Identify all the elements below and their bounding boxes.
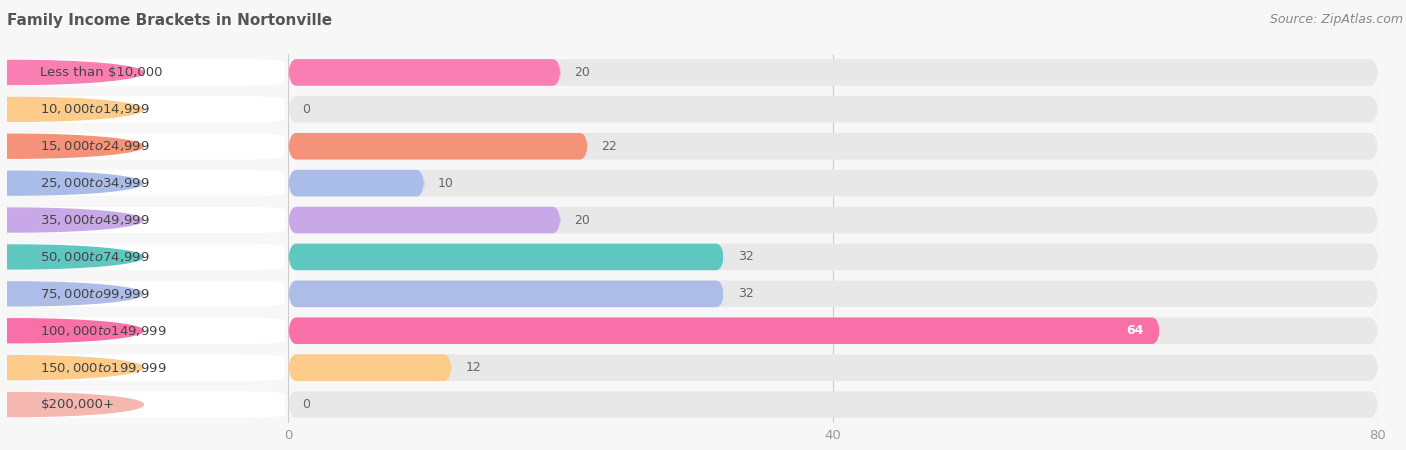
FancyBboxPatch shape: [288, 170, 425, 197]
Text: $15,000 to $24,999: $15,000 to $24,999: [41, 139, 150, 153]
Text: 10: 10: [439, 177, 454, 189]
FancyBboxPatch shape: [7, 96, 285, 123]
FancyBboxPatch shape: [288, 243, 1378, 270]
FancyBboxPatch shape: [288, 59, 561, 86]
Text: $100,000 to $149,999: $100,000 to $149,999: [41, 324, 167, 338]
FancyBboxPatch shape: [288, 280, 1378, 307]
Text: 0: 0: [302, 103, 309, 116]
Text: $50,000 to $74,999: $50,000 to $74,999: [41, 250, 150, 264]
FancyBboxPatch shape: [7, 354, 285, 381]
Text: $200,000+: $200,000+: [41, 398, 114, 411]
FancyBboxPatch shape: [288, 280, 724, 307]
FancyBboxPatch shape: [7, 207, 285, 234]
FancyBboxPatch shape: [288, 207, 561, 234]
FancyBboxPatch shape: [7, 133, 285, 160]
FancyBboxPatch shape: [288, 354, 451, 381]
Text: 32: 32: [738, 251, 754, 263]
Circle shape: [0, 208, 143, 232]
Text: Family Income Brackets in Nortonville: Family Income Brackets in Nortonville: [7, 14, 332, 28]
FancyBboxPatch shape: [7, 243, 285, 270]
FancyBboxPatch shape: [7, 391, 285, 418]
Text: 0: 0: [302, 398, 309, 411]
FancyBboxPatch shape: [288, 96, 1378, 123]
Circle shape: [0, 392, 143, 417]
FancyBboxPatch shape: [288, 133, 588, 160]
FancyBboxPatch shape: [288, 207, 1378, 234]
Text: 32: 32: [738, 288, 754, 300]
FancyBboxPatch shape: [288, 170, 1378, 197]
Text: 20: 20: [574, 214, 591, 226]
FancyBboxPatch shape: [288, 317, 1378, 344]
FancyBboxPatch shape: [288, 133, 1378, 160]
Circle shape: [0, 134, 143, 158]
Text: $25,000 to $34,999: $25,000 to $34,999: [41, 176, 150, 190]
Circle shape: [0, 171, 143, 195]
Text: 22: 22: [602, 140, 617, 153]
Circle shape: [0, 319, 143, 343]
Circle shape: [0, 60, 143, 85]
FancyBboxPatch shape: [7, 317, 285, 344]
Circle shape: [0, 97, 143, 122]
FancyBboxPatch shape: [288, 317, 1160, 344]
Text: Less than $10,000: Less than $10,000: [41, 66, 163, 79]
FancyBboxPatch shape: [7, 59, 285, 86]
FancyBboxPatch shape: [288, 59, 1378, 86]
Text: $75,000 to $99,999: $75,000 to $99,999: [41, 287, 150, 301]
Text: 12: 12: [465, 361, 481, 374]
FancyBboxPatch shape: [288, 243, 724, 270]
Text: $35,000 to $49,999: $35,000 to $49,999: [41, 213, 150, 227]
Text: 64: 64: [1126, 324, 1143, 337]
Circle shape: [0, 245, 143, 269]
FancyBboxPatch shape: [7, 170, 285, 197]
Text: $10,000 to $14,999: $10,000 to $14,999: [41, 102, 150, 117]
FancyBboxPatch shape: [288, 354, 1378, 381]
FancyBboxPatch shape: [7, 280, 285, 307]
Text: Source: ZipAtlas.com: Source: ZipAtlas.com: [1270, 14, 1403, 27]
Text: $150,000 to $199,999: $150,000 to $199,999: [41, 360, 167, 375]
Text: 20: 20: [574, 66, 591, 79]
FancyBboxPatch shape: [288, 391, 1378, 418]
Circle shape: [0, 282, 143, 306]
Circle shape: [0, 356, 143, 380]
